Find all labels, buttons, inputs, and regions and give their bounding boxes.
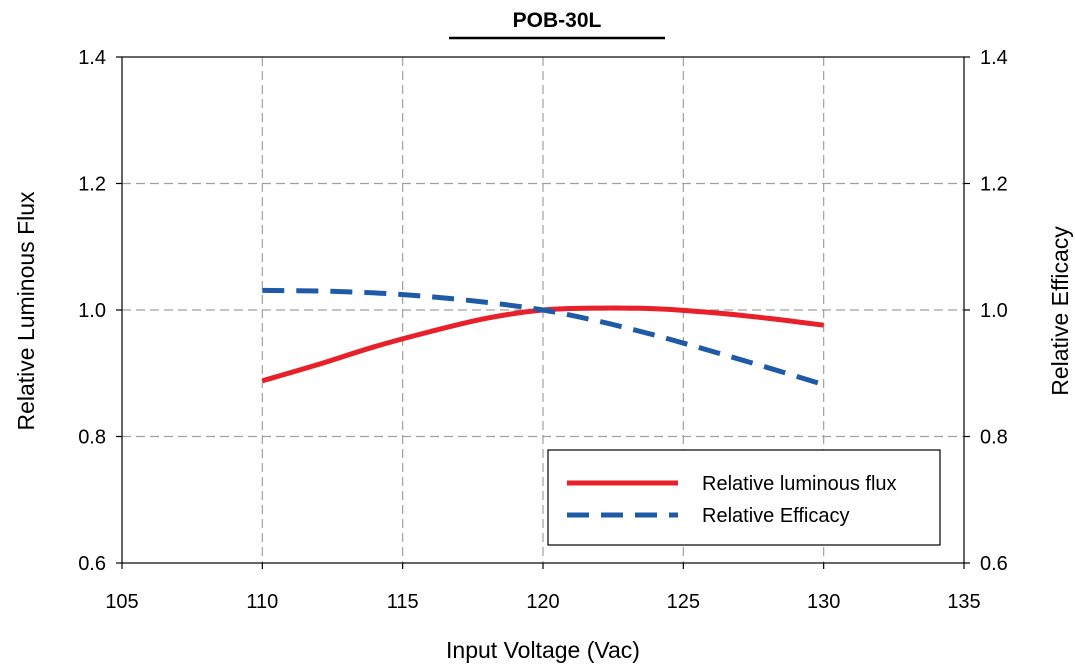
y2-axis-label: Relative Efficacy	[1047, 226, 1073, 396]
x-tick-label: 135	[947, 591, 980, 613]
legend-box	[547, 449, 941, 546]
legend-label-luminous-flux: Relative luminous flux	[702, 473, 897, 495]
legend-label-efficacy: Relative Efficacy	[702, 505, 849, 527]
x-tick-label: 105	[105, 591, 138, 613]
y-tick-label: 1.4	[78, 47, 106, 69]
legend: Relative luminous flux Relative Efficacy	[547, 449, 941, 546]
chart-title: POB-30L	[513, 9, 602, 32]
y2-tick-label: 0.6	[980, 553, 1008, 575]
y-tick-label: 1.2	[78, 174, 106, 196]
y2-tick-label: 1.4	[980, 47, 1008, 69]
y2-tick-label: 1.0	[980, 300, 1008, 322]
x-axis-label: Input Voltage (Vac)	[446, 637, 640, 663]
x-tick-label: 120	[526, 591, 559, 613]
x-tick-label: 130	[807, 591, 840, 613]
x-tick-label: 110	[246, 591, 278, 613]
y-axis-label: Relative Luminous Flux	[13, 191, 39, 431]
y2-tick-label: 0.8	[980, 427, 1008, 449]
y-tick-label: 0.6	[78, 553, 106, 575]
x-tick-label: 125	[667, 591, 700, 613]
y2-tick-label: 1.2	[980, 174, 1008, 196]
x-tick-label: 115	[387, 591, 419, 613]
y-tick-label: 1.0	[78, 300, 106, 322]
series-lines	[261, 287, 825, 388]
series-line-efficacy	[262, 287, 825, 388]
y-tick-label: 0.8	[78, 427, 106, 449]
